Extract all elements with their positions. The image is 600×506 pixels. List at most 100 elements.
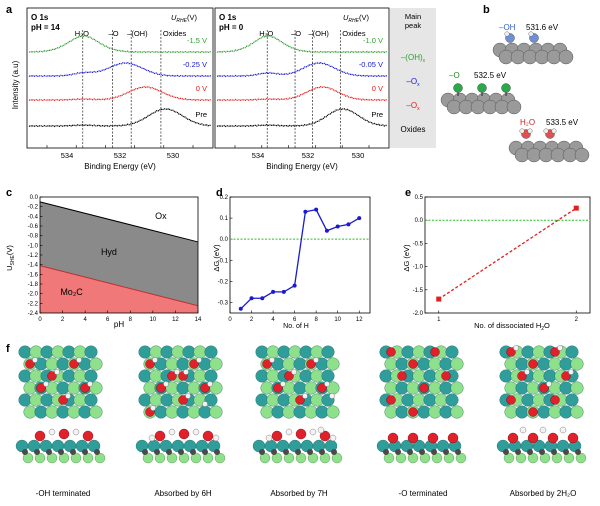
g1-side-atom bbox=[419, 452, 431, 464]
main-peak-header-2: peak bbox=[405, 21, 422, 30]
f1-atom bbox=[18, 345, 32, 359]
g1-side-carbon bbox=[419, 449, 425, 455]
xps-left-urhe: URHE(V) bbox=[171, 13, 197, 24]
g2-atom bbox=[504, 381, 518, 395]
c-ytick-label: -2.4 bbox=[28, 311, 39, 317]
xps-left-trace bbox=[28, 85, 211, 102]
g1-atom bbox=[439, 357, 453, 371]
d-frame bbox=[229, 196, 371, 314]
f3-atom bbox=[326, 357, 340, 371]
g2-side-atom bbox=[551, 452, 563, 464]
g2-side-oxygen bbox=[507, 432, 519, 444]
f2-hydrogen bbox=[207, 381, 213, 387]
b-h2o-hydrogen bbox=[551, 128, 557, 134]
b-oh-energy: 531.6 eV bbox=[526, 23, 559, 32]
b-oh-species: –OH bbox=[499, 23, 516, 32]
panel-d-chart: 0 2 4 6 8 10 12 0.2 0.1 0.0 -0.1 -0.2 -0.3 bbox=[218, 195, 371, 323]
f3-atom bbox=[282, 357, 296, 371]
g2-atom bbox=[521, 393, 535, 407]
f3-side-hydrogen bbox=[329, 434, 337, 442]
g2-atom bbox=[559, 381, 573, 395]
g1-oxygen bbox=[386, 395, 396, 405]
f2-atom bbox=[193, 345, 207, 359]
f3-side-carbon bbox=[259, 449, 265, 455]
xps-left-peak-label: H₂O bbox=[75, 29, 89, 38]
g1-atom bbox=[417, 357, 431, 371]
d-point bbox=[292, 283, 297, 288]
g1-atom bbox=[434, 393, 448, 407]
g2-oxygen bbox=[506, 347, 516, 357]
g1-atom bbox=[412, 369, 426, 383]
c-ytick-label: -2.2 bbox=[28, 301, 39, 307]
f2-atom bbox=[138, 369, 152, 383]
f1-oxygen bbox=[58, 395, 68, 405]
panel-e-chart: 1 2 0.5 0.0 -0.5 -1.0 -1.5 -2.0 bbox=[413, 195, 591, 323]
f1-atom bbox=[56, 405, 70, 419]
f3-atom bbox=[310, 345, 324, 359]
f2-atom bbox=[138, 393, 152, 407]
g2-side-hydrogen bbox=[519, 426, 527, 434]
g1-oxygen bbox=[397, 371, 407, 381]
f1-atom bbox=[18, 369, 32, 383]
g1-atom bbox=[428, 357, 442, 371]
g2-atom bbox=[537, 405, 551, 419]
d-ytick-label: -0.3 bbox=[218, 300, 229, 306]
b-o-slab-atom bbox=[506, 99, 522, 115]
f3-side-hydrogen bbox=[285, 428, 293, 436]
b-o-energy: 532.5 eV bbox=[474, 71, 507, 80]
d-point bbox=[238, 306, 243, 311]
d-ytick-label: 0.2 bbox=[220, 195, 229, 201]
d-xtick-label: 10 bbox=[334, 317, 341, 323]
f2-side-atom bbox=[214, 452, 226, 464]
d-xtick-label: 2 bbox=[250, 317, 254, 323]
d-xtick-label: 8 bbox=[314, 317, 318, 323]
c-ytick-label: -1.6 bbox=[28, 272, 39, 278]
f1-side-carbon bbox=[58, 449, 64, 455]
g-caption-o-terminated: -O terminated bbox=[399, 489, 448, 498]
f3-side-oxygen bbox=[271, 430, 283, 442]
b-h2o-hydrogen bbox=[527, 128, 533, 134]
f3-atom bbox=[255, 393, 269, 407]
g2-atom bbox=[570, 405, 584, 419]
g1-atom bbox=[412, 393, 426, 407]
g1-atom bbox=[384, 357, 398, 371]
g-caption-2h2o: Absorbed by 2H₂O bbox=[510, 489, 577, 498]
f1-atom bbox=[73, 369, 87, 383]
e-ylabel: ΔG (eV) bbox=[402, 244, 411, 272]
xps-left-peak-label: Oxides bbox=[163, 29, 187, 38]
f3-atom bbox=[293, 381, 307, 395]
f1-side-atom bbox=[34, 452, 46, 464]
xps-right-peak-label: –(OH) bbox=[308, 29, 329, 38]
d-ytick-label: -0.2 bbox=[218, 279, 229, 285]
f3-hydrogen bbox=[280, 381, 286, 387]
f1-side-atom bbox=[94, 452, 106, 464]
e-ytick-label: -1.0 bbox=[413, 265, 424, 271]
g2-hydrogen bbox=[513, 345, 519, 351]
c-ytick-label: 0.0 bbox=[30, 195, 39, 201]
g1-side-oxygen bbox=[427, 432, 439, 444]
f3-atom bbox=[266, 345, 280, 359]
f1-oxygen bbox=[25, 359, 35, 369]
xps-right-trace bbox=[216, 34, 387, 54]
g2-oxygen bbox=[561, 371, 571, 381]
f2-atom bbox=[176, 381, 190, 395]
e-ytick-label: -1.5 bbox=[413, 288, 424, 294]
f3-side-hydrogen bbox=[265, 434, 273, 442]
f1-atom bbox=[29, 393, 43, 407]
f2-side-oxygen bbox=[178, 428, 190, 440]
g1-side-oxygen bbox=[387, 432, 399, 444]
c-ytick-label: -1.0 bbox=[28, 243, 39, 249]
f1-side-carbon bbox=[94, 449, 100, 455]
b-h2o-hydrogen bbox=[543, 128, 549, 134]
f2-atom bbox=[198, 405, 212, 419]
panel-c-pourbaix: 0 2 4 6 8 10 12 14 0.0 -0.2 -0.4 -0.6 -0.8 -1.0 -1.2 -1… bbox=[28, 195, 202, 323]
g2-atom bbox=[521, 345, 535, 359]
c-region-hyd bbox=[40, 201, 198, 306]
f2-side-carbon bbox=[202, 449, 208, 455]
f2-side-atom bbox=[154, 452, 166, 464]
panel-letter-d: d bbox=[216, 187, 223, 199]
f2-side-atom bbox=[178, 452, 190, 464]
f2-oxygen bbox=[156, 383, 166, 393]
f1-atom bbox=[89, 405, 103, 419]
f3-oxygen bbox=[262, 359, 272, 369]
